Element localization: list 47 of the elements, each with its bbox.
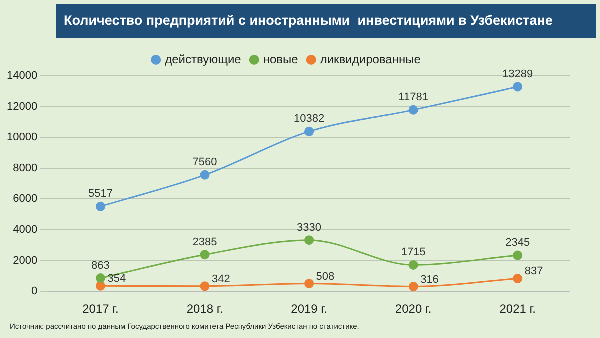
data-label: 508: [316, 270, 335, 283]
point: [200, 282, 210, 292]
legend-label: ликвидированные: [320, 52, 422, 66]
point: [513, 82, 523, 92]
chart-title: Количество предприятий с иностранными инвестициями в Узбекистане: [56, 4, 596, 38]
point: [96, 274, 106, 284]
data-label: 13289: [502, 68, 534, 80]
data-label: 1715: [401, 246, 426, 259]
y-tick-label: 2000: [13, 254, 38, 267]
point: [513, 274, 523, 284]
point: [200, 170, 210, 180]
data-label: 316: [420, 274, 439, 286]
point: [304, 279, 314, 289]
point: [96, 202, 106, 212]
y-tick-label: 14000: [6, 70, 38, 82]
data-label: 2345: [506, 237, 530, 250]
data-label: 5517: [88, 188, 113, 200]
y-tick-label: 0: [31, 286, 38, 298]
point: [304, 126, 314, 136]
x-tick-label: 2020 г.: [395, 302, 432, 316]
data-label: 7560: [192, 156, 218, 169]
point: [408, 105, 418, 115]
point: [304, 236, 314, 246]
point: [96, 281, 106, 291]
point: [200, 250, 210, 260]
x-tick-label: 2017 г.: [82, 302, 119, 316]
data-label: 342: [212, 273, 230, 286]
legend-label: действующие: [165, 52, 242, 66]
data-label: 3330: [297, 222, 322, 234]
data-label: 11781: [398, 92, 428, 104]
data-label: 837: [524, 266, 544, 278]
x-tick-label: 2019 г.: [291, 302, 328, 316]
x-tick-label: 2018 г.: [186, 302, 224, 316]
point: [513, 250, 523, 260]
y-tick-label: 6000: [13, 193, 38, 206]
data-label: 354: [108, 273, 126, 286]
x-tick-label: 2021 г.: [500, 302, 536, 316]
y-tick-label: 4000: [13, 224, 38, 236]
point: [408, 260, 418, 270]
legend-label: новые: [263, 52, 299, 66]
y-tick-label: 10000: [6, 132, 38, 144]
data-label: 2385: [192, 236, 218, 248]
data-label: 10382: [294, 113, 325, 126]
y-tick-label: 12000: [6, 100, 38, 113]
y-tick-label: 8000: [13, 162, 38, 174]
point: [408, 282, 418, 292]
data-label: 863: [92, 260, 110, 272]
